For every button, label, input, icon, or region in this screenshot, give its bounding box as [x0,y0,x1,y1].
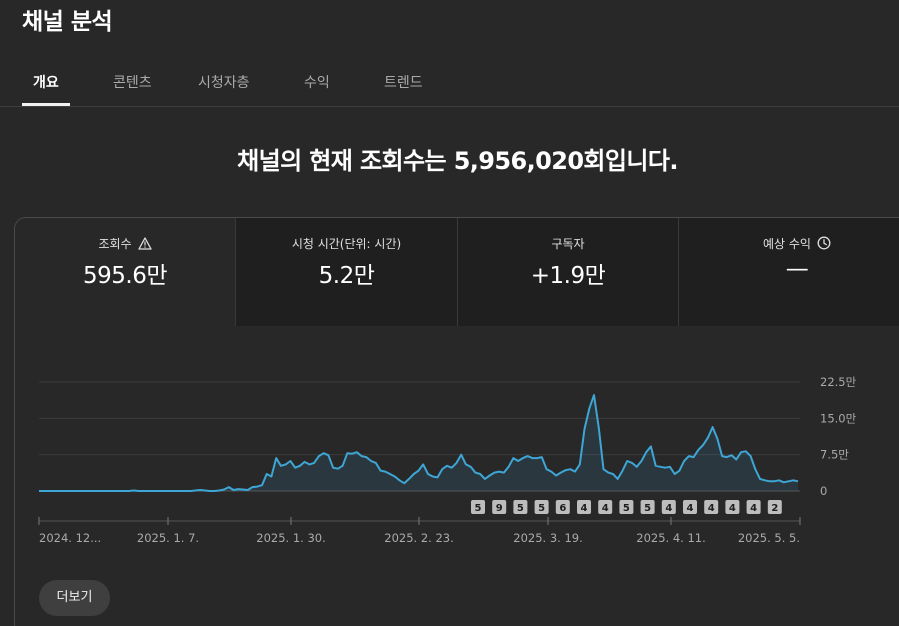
x-tick-label: 2025. 5. 5. [738,531,800,545]
tab-trends[interactable]: 트렌드 [384,75,423,91]
event-badge [619,500,634,514]
event-badge-label: 5 [644,503,651,514]
event-badge [555,500,570,514]
event-badge-label: 5 [538,503,545,514]
series-line [39,394,799,492]
event-badge [577,500,591,514]
event-badge-label: 9 [496,503,503,514]
event-badge [598,500,613,514]
tab-revenue[interactable]: 수익 [304,75,330,91]
y-tick-label: 15.0만 [820,411,857,425]
metric-views[interactable]: 조회수 595.6만 [15,218,236,326]
metric-subscribers[interactable]: 구독자 +1.9만 [458,218,679,326]
tab-audience[interactable]: 시청자층 [198,75,250,91]
event-badge-label: 4 [602,503,609,514]
event-badge-label: 4 [581,503,588,514]
event-badge [492,500,507,514]
event-badge [471,500,485,514]
event-badge [640,500,655,514]
clock-icon[interactable] [817,236,831,253]
page-title: 채널 분석 [22,9,113,35]
event-badge-label: 5 [517,503,524,514]
event-badge-label: 2 [771,503,778,514]
event-badge-label: 5 [475,503,482,514]
warning-icon[interactable] [137,237,152,253]
y-tick-label: 7.5만 [820,448,849,462]
see-more-button[interactable]: 더보기 [39,580,110,616]
x-tick-label: 2025. 4. 11. [636,531,706,545]
metric-views-value: 595.6만 [82,263,168,289]
x-tick-label: 2025. 3. 19. [513,531,583,545]
x-tick-label: 2025. 1. 30. [256,531,326,545]
event-badge [746,500,761,514]
tab-overview[interactable]: 개요 [33,75,59,91]
metric-revenue-label: 예상 수익 [763,237,811,251]
metric-views-label-row: 조회수 [15,235,235,253]
event-badge [534,500,549,514]
metric-tabs: 조회수 595.6만 시청 시간(단위: 시간) 5.2만 구독자 +1.9만 … [15,218,899,326]
metric-watch-time-label: 시청 시간(단위: 시간) [291,237,402,251]
event-badge-label: 4 [665,503,672,514]
event-badge-label: 4 [687,503,694,514]
metric-views-label: 조회수 [98,237,132,251]
event-badge-label: 4 [750,503,757,514]
analytics-card: 조회수 595.6만 시청 시간(단위: 시간) 5.2만 구독자 +1.9만 … [14,217,899,626]
event-badge [513,500,528,514]
y-tick-label: 22.5만 [820,375,857,389]
metric-revenue-label-row: 예상 수익 [679,235,899,253]
metric-subscribers-value: +1.9만 [530,263,606,289]
views-headline: 채널의 현재 조회수는 5,956,020회입니다. [237,147,678,175]
tab-content[interactable]: 콘텐츠 [113,75,152,91]
y-tick-label: 0 [820,484,827,498]
metric-revenue-value: — [785,256,809,282]
event-badge-label: 4 [708,503,715,514]
event-badge [661,500,676,514]
metric-subscribers-label: 구독자 [551,237,585,251]
metric-watch-time-value: 5.2만 [318,263,375,289]
tab-bar: 개요 콘텐츠 시청자층 수익 트렌드 [0,60,899,107]
x-tick-label: 2024. 12... [39,531,101,545]
event-badge [683,500,697,514]
event-badge [704,500,719,514]
active-tab-indicator [22,103,70,106]
metric-estimated-revenue[interactable]: 예상 수익 — [679,218,899,326]
event-badge [725,500,740,514]
event-badge [767,500,782,514]
metric-watch-time[interactable]: 시청 시간(단위: 시간) 5.2만 [236,218,458,326]
event-badge-label: 5 [623,503,630,514]
series-area [39,395,798,491]
event-badge-label: 4 [729,503,736,514]
x-tick-label: 2025. 1. 7. [137,531,199,545]
event-badge-label: 6 [559,503,566,514]
x-tick-label: 2025. 2. 23. [384,531,454,545]
